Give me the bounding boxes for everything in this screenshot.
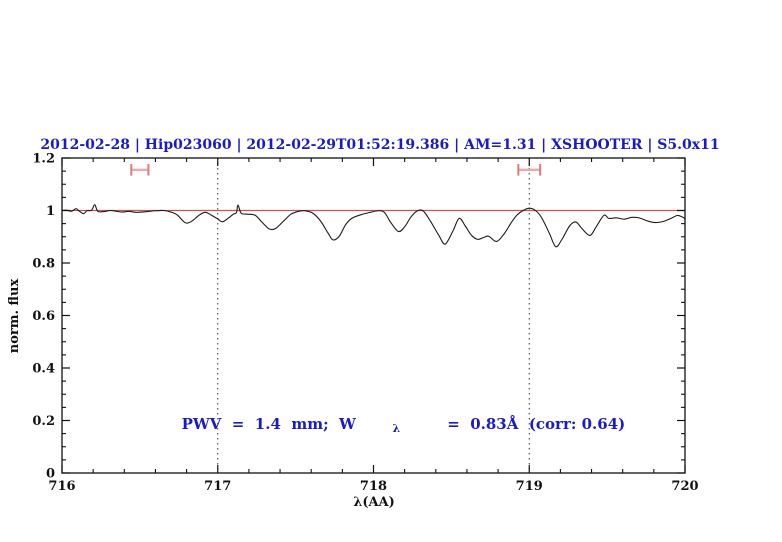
x-tick-label: 717 [204, 479, 231, 494]
y-tick-label: 1.2 [32, 152, 55, 167]
y-tick-label: 0 [46, 467, 55, 482]
pwv-annotation: PWV = 1.4 mm; W λ = 0.83Å (corr: 0.64) [145, 415, 651, 436]
x-tick-label: 719 [516, 479, 543, 494]
y-tick-label: 0.2 [32, 414, 55, 429]
y-tick-label: 0.8 [32, 257, 55, 272]
pwv-annotation-pre: PWV = 1.4 mm; W [182, 415, 357, 433]
x-tick-label: 718 [360, 479, 387, 494]
plot-dynamic-layer: 716 717 718 719 720 0 0.2 0.4 0.6 0.8 1 1.2 [32, 152, 698, 495]
x-tick-label: 716 [48, 479, 75, 494]
y-tick-label: 0.6 [32, 309, 55, 324]
x-tick-label: 720 [671, 479, 698, 494]
plot-frame [61, 157, 686, 474]
y-tick-label: 1 [46, 204, 55, 219]
x-axis-label: λ(AA) [353, 495, 395, 510]
pwv-annotation-post: = 0.83Å (corr: 0.64) [437, 415, 626, 433]
spectrum-curve [61, 204, 686, 248]
plot-title: 2012-02-28 | Hip023060 | 2012-02-29T01:5… [40, 137, 719, 153]
y-axis-label: norm. flux [7, 279, 22, 354]
pwv-annotation-subscript: λ [392, 422, 400, 435]
y-tick-label: 0.4 [32, 362, 55, 377]
